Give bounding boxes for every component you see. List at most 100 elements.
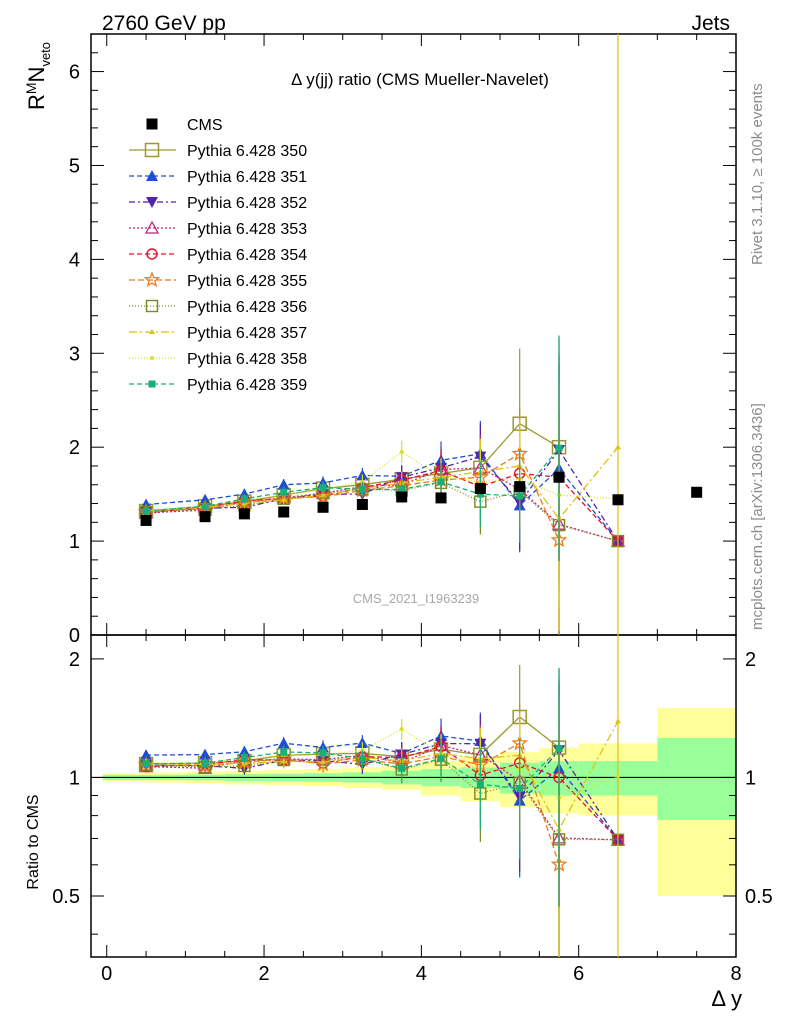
legend-marker (146, 248, 158, 260)
y-tick-label-main: 4 (69, 249, 80, 271)
series-358 (144, 382, 621, 608)
y-tick-label-main: 2 (69, 437, 80, 459)
legend-marker (148, 380, 156, 388)
cms-point (238, 508, 250, 520)
cms-point (140, 514, 152, 526)
rivet-version-label: Rivet 3.1.10, ≥ 100k events (749, 83, 766, 265)
y-axis-label-ratio: Ratio to CMS (25, 794, 42, 889)
legend-entry: Pythia 6.428 356 (129, 299, 307, 316)
ratio-point (615, 718, 622, 724)
ratio-point (555, 744, 563, 752)
data-point (398, 485, 406, 493)
legend-entry: Pythia 6.428 353 (129, 220, 307, 238)
y-tick-label-ratio: 0.5 (52, 886, 80, 908)
ratio-point (516, 785, 524, 793)
y-tick-label-main: 0 (69, 625, 80, 647)
data-point (319, 484, 327, 492)
series-354 (140, 364, 624, 590)
main-plot-frame: 0 1 2 3 4 5 6 (69, 33, 737, 647)
ratio-point (199, 748, 212, 760)
cms-point (435, 492, 447, 504)
legend-label: CMS (187, 117, 223, 134)
legend-marker (146, 197, 158, 208)
ratio-point (398, 764, 406, 772)
data-point (240, 495, 248, 503)
legend-marker (150, 356, 154, 360)
svg-text:RMNveto: RMNveto (23, 42, 53, 110)
data-point (555, 444, 563, 452)
legend-label: Pythia 6.428 358 (187, 351, 307, 368)
legend-label: Pythia 6.428 359 (187, 377, 307, 394)
data-point (201, 502, 209, 510)
data-point (277, 478, 290, 490)
series-line (146, 482, 619, 542)
legend-marker (143, 271, 161, 288)
cms-point (691, 486, 703, 498)
data-point (437, 478, 445, 486)
legend-entry: Pythia 6.428 358 (129, 351, 307, 368)
ratio-line (146, 720, 619, 831)
ratio-point (476, 780, 484, 788)
cms-point (317, 501, 329, 513)
cms-point (474, 483, 486, 495)
x-tick-label: 2 (258, 963, 269, 985)
data-point (615, 444, 622, 450)
legend-label: Pythia 6.428 350 (187, 143, 307, 160)
ratio-point (399, 727, 404, 732)
x-tick-label: 0 (101, 963, 112, 985)
cms-point (396, 491, 408, 503)
x-tick-label: 4 (416, 963, 427, 985)
ratio-line (146, 758, 619, 841)
legend: CMS Pythia 6.428 350 Pythia 6.428 351 Pythi… (129, 117, 307, 394)
cms-point (356, 498, 368, 510)
y-tick-label-ratio-right: 0.5 (745, 886, 773, 908)
series-359 (142, 335, 563, 561)
series-line (146, 451, 619, 511)
analysis-watermark: CMS_2021_I1963239 (353, 591, 480, 606)
legend-marker (145, 299, 159, 313)
y-axis-label-main: RMNveto (23, 42, 53, 110)
legend-label: Pythia 6.428 353 (187, 221, 307, 238)
series-line (146, 448, 619, 542)
legend-marker (146, 118, 158, 130)
y-tick-label-ratio: 1 (69, 767, 80, 789)
x-tick-label: 8 (730, 963, 741, 985)
ratio-series-355 (137, 703, 568, 957)
ratio-axes-box (90, 634, 737, 958)
data-point (199, 493, 212, 505)
x-axis-label: Δ y (711, 986, 742, 1011)
legend-marker (144, 220, 160, 234)
legend-entry: Pythia 6.428 351 (129, 169, 307, 186)
legend-marker (144, 142, 160, 158)
ratio-series-358 (144, 696, 621, 957)
header-right-label: Jets (691, 12, 730, 35)
x-tick-label: 6 (573, 963, 584, 985)
header-left-label: 2760 GeV pp (102, 12, 226, 35)
legend-label: Pythia 6.428 354 (187, 247, 307, 264)
series-line (146, 453, 619, 542)
cms-point (278, 506, 290, 518)
data-point (399, 449, 404, 454)
legend-marker (149, 329, 155, 334)
ratio-point (142, 760, 150, 768)
ratio-point (240, 753, 248, 761)
series-line (146, 446, 619, 520)
legend-entry: Pythia 6.428 352 (129, 195, 307, 212)
main-series-group (137, 34, 703, 635)
ratio-point (437, 755, 445, 763)
legend-entry: Pythia 6.428 354 (129, 247, 307, 264)
legend-label: Pythia 6.428 357 (187, 325, 307, 342)
ratio-point (319, 749, 327, 757)
ratio-series-group (137, 635, 626, 957)
ratio-series-354 (140, 685, 624, 957)
ratio-point (616, 774, 621, 779)
y-tick-label-main: 1 (69, 531, 80, 553)
legend-label: Pythia 6.428 351 (187, 169, 307, 186)
ratio-point (280, 748, 288, 756)
cms-point (514, 481, 526, 493)
y-tick-label-main: 5 (69, 155, 80, 177)
ratio-point (140, 749, 153, 761)
data-point (358, 485, 366, 493)
y-tick-label-main: 6 (69, 62, 80, 84)
